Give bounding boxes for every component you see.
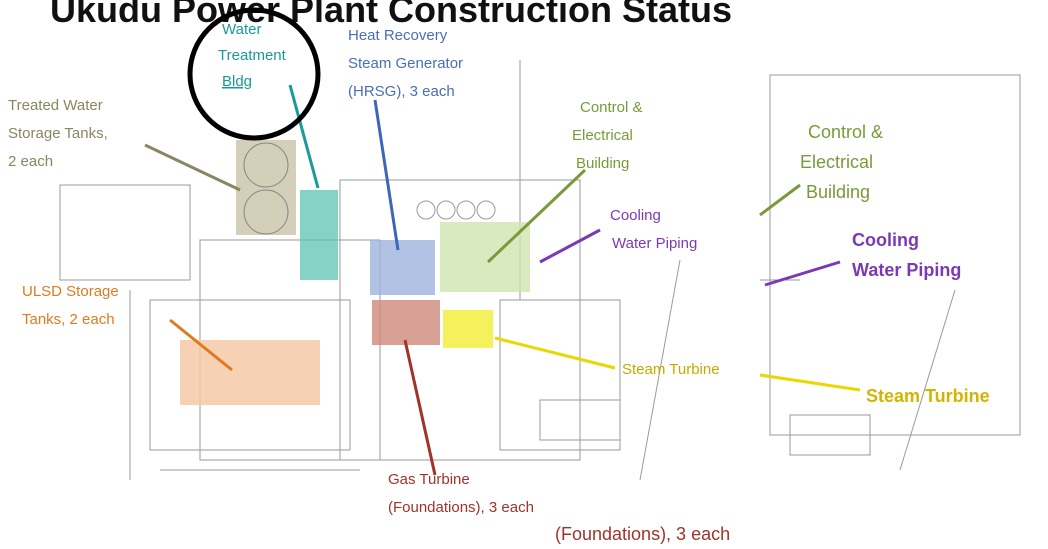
zoom-label: Control & bbox=[808, 122, 883, 142]
title: Ukudu Power Plant Construction Status bbox=[50, 0, 732, 30]
control-bldg bbox=[440, 222, 530, 292]
zoom-label: Water Piping bbox=[852, 260, 961, 280]
label: Storage Tanks, bbox=[8, 125, 108, 142]
zoom-label: Building bbox=[806, 182, 870, 202]
label: Cooling bbox=[610, 207, 661, 224]
label: (Foundations), 3 each bbox=[388, 499, 534, 516]
zoom-label: Cooling bbox=[852, 230, 919, 250]
label: Water bbox=[222, 21, 261, 38]
zoom-label: (Foundations), 3 each bbox=[555, 524, 730, 544]
water-bldg bbox=[300, 190, 338, 280]
gas-turbine bbox=[372, 300, 440, 345]
label: Heat Recovery bbox=[348, 27, 448, 44]
steam-turbine bbox=[443, 310, 493, 348]
hrsg-area bbox=[370, 240, 435, 295]
label: Treated Water bbox=[8, 97, 103, 114]
label: 2 each bbox=[8, 153, 53, 170]
ulsd-tanks bbox=[180, 340, 320, 405]
label: Bldg bbox=[222, 73, 252, 90]
label: Gas Turbine bbox=[388, 471, 470, 488]
label: Treatment bbox=[218, 47, 287, 64]
label: Water Piping bbox=[612, 235, 697, 252]
site-plan: Ukudu Power Plant Construction Status Wa… bbox=[0, 0, 1048, 549]
label: Tanks, 2 each bbox=[22, 311, 115, 328]
label: Steam Turbine bbox=[622, 361, 720, 378]
label: Control & bbox=[580, 99, 643, 116]
zoom-label: Steam Turbine bbox=[866, 386, 990, 406]
label: Steam Generator bbox=[348, 55, 463, 72]
zoom-label: Electrical bbox=[800, 152, 873, 172]
label: (HRSG), 3 each bbox=[348, 83, 455, 100]
label: Building bbox=[576, 155, 629, 172]
label: Electrical bbox=[572, 127, 633, 144]
label: ULSD Storage bbox=[22, 283, 119, 300]
